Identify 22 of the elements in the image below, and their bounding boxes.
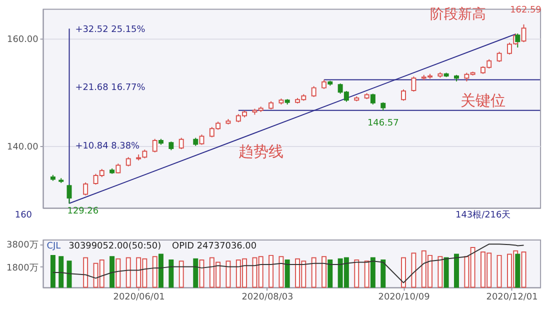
x-tick-label: 2020/10/09 [378, 292, 430, 303]
annotation: 146.57 [367, 118, 399, 128]
annotation: 162.59 [510, 5, 542, 16]
annotation: 关键位 [460, 92, 506, 110]
annotation: 趋势线 [238, 142, 284, 161]
annotation: +21.68 16.77% [75, 83, 146, 94]
annotation: 30399052.00(50:50) [68, 241, 162, 252]
annotation: +10.84 8.38% [75, 141, 140, 152]
text: 160 [14, 210, 32, 221]
y-tick-label: 3800万 [6, 240, 38, 251]
x-tick-label: 2020/06/01 [113, 292, 165, 303]
x-tick-label: 2020/08/03 [242, 292, 294, 303]
annotation: 阶段新高 [430, 6, 486, 22]
annotation: 129.26 [67, 206, 99, 217]
y-tick-label: 160.00 [7, 34, 39, 45]
text: 143根/216天 [456, 210, 511, 221]
y-tick-label: 140.00 [7, 142, 39, 152]
annotation: CJL [46, 241, 61, 252]
annotation: OPID 24737036.00 [172, 241, 257, 252]
y-tick-label: 1800万 [6, 263, 38, 274]
x-tick-label: 2020/12/01 [486, 292, 538, 303]
annotation: +32.52 25.15% [75, 24, 146, 35]
